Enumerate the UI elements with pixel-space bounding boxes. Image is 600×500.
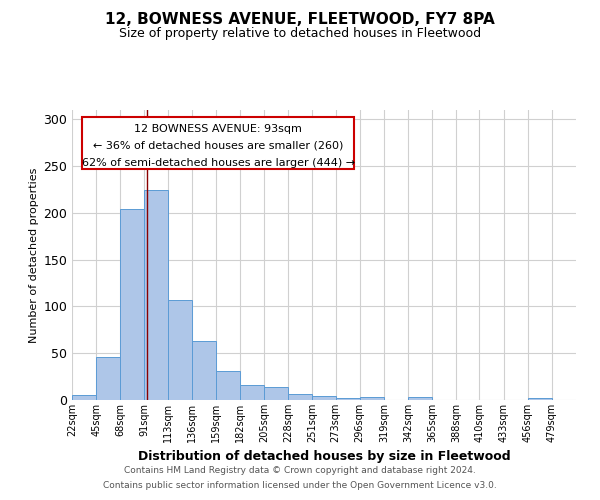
Bar [167,300,192,400]
Bar [192,341,216,400]
Text: 12, BOWNESS AVENUE, FLEETWOOD, FY7 8PA: 12, BOWNESS AVENUE, FLEETWOOD, FY7 8PA [105,12,495,28]
Y-axis label: Number of detached properties: Number of detached properties [29,168,39,342]
Text: 62% of semi-detached houses are larger (444) →: 62% of semi-detached houses are larger (… [82,158,355,168]
Bar [145,190,167,400]
Bar [528,398,552,400]
Bar [121,209,145,400]
Bar [240,385,264,400]
Text: Size of property relative to detached houses in Fleetwood: Size of property relative to detached ho… [119,28,481,40]
Text: 12 BOWNESS AVENUE: 93sqm: 12 BOWNESS AVENUE: 93sqm [134,124,302,134]
Bar [360,397,384,400]
Bar [96,357,121,400]
Bar [82,117,354,170]
Bar [335,398,360,400]
Bar [72,396,96,400]
X-axis label: Distribution of detached houses by size in Fleetwood: Distribution of detached houses by size … [137,450,511,464]
Bar [264,387,288,400]
Bar [289,394,313,400]
Text: Contains HM Land Registry data © Crown copyright and database right 2024.: Contains HM Land Registry data © Crown c… [124,466,476,475]
Text: ← 36% of detached houses are smaller (260): ← 36% of detached houses are smaller (26… [93,141,343,151]
Bar [216,371,240,400]
Text: Contains public sector information licensed under the Open Government Licence v3: Contains public sector information licen… [103,481,497,490]
Bar [408,397,432,400]
Bar [313,396,335,400]
